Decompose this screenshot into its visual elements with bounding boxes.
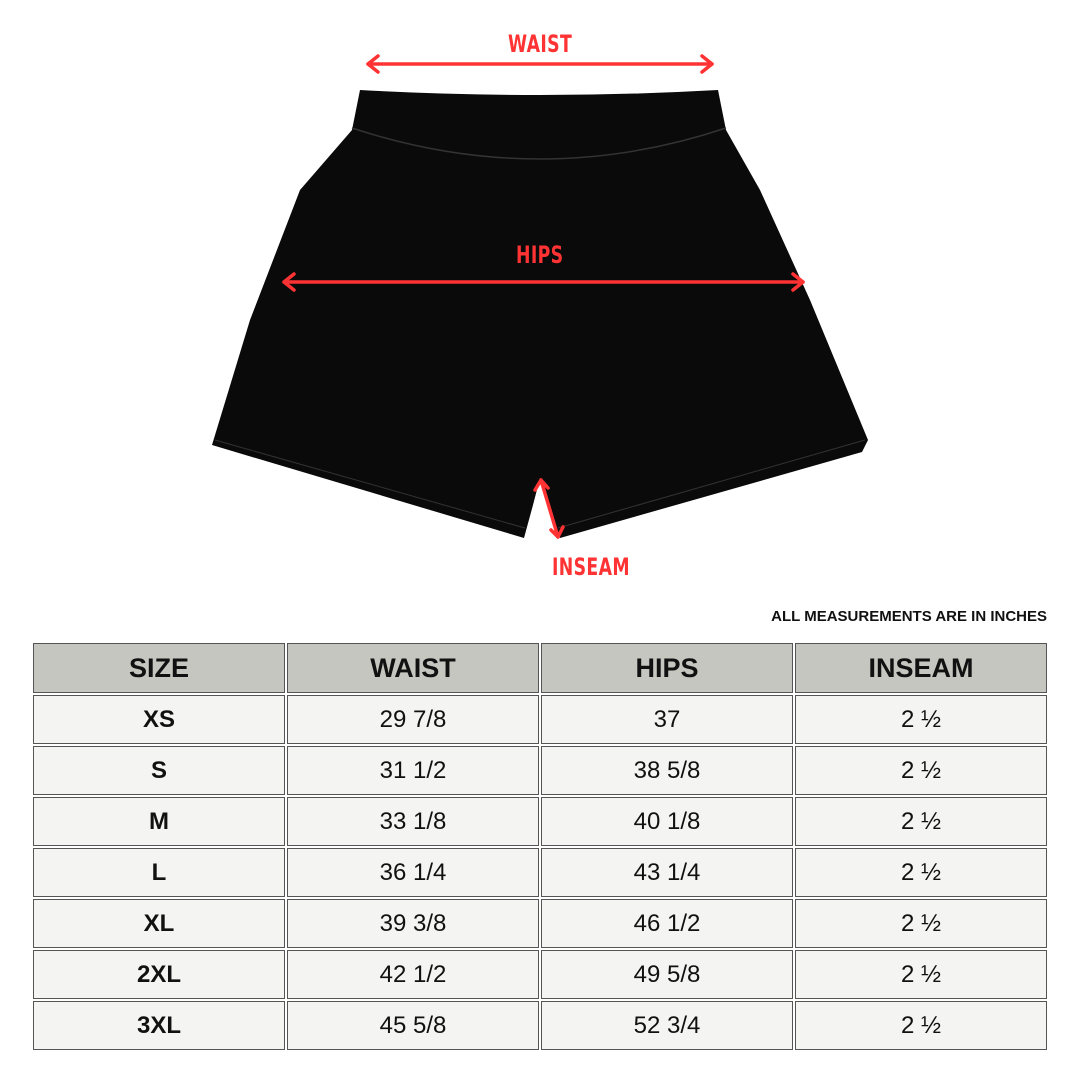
cell-inseam: 2 ½ (795, 848, 1047, 897)
header-size: SIZE (33, 643, 285, 693)
shorts-diagram: WAIST HIPS INSEAM (212, 30, 868, 581)
hem-seam-left (214, 439, 526, 529)
hips-arrow (282, 272, 805, 292)
cell-waist: 29 7/8 (287, 695, 539, 744)
cell-hips: 49 5/8 (541, 950, 793, 999)
inseam-label: INSEAM (552, 553, 630, 581)
cell-size: XS (33, 695, 285, 744)
cell-size: L (33, 848, 285, 897)
cell-size: XL (33, 899, 285, 948)
cell-inseam: 2 ½ (795, 1001, 1047, 1050)
size-table: SIZE WAIST HIPS INSEAM XS 29 7/8 37 2 ½ S 31 … (33, 643, 1047, 1052)
header-inseam: INSEAM (795, 643, 1047, 693)
cell-inseam: 2 ½ (795, 746, 1047, 795)
header-hips: HIPS (541, 643, 793, 693)
cell-inseam: 2 ½ (795, 899, 1047, 948)
cell-inseam: 2 ½ (795, 695, 1047, 744)
hips-label: HIPS (516, 241, 564, 269)
cell-hips: 52 3/4 (541, 1001, 793, 1050)
hem-seam-right (557, 439, 866, 529)
cell-waist: 36 1/4 (287, 848, 539, 897)
cell-size: 2XL (33, 950, 285, 999)
inseam-arrow (533, 478, 565, 539)
shorts-illustration (212, 54, 868, 539)
cell-hips: 40 1/8 (541, 797, 793, 846)
cell-size: M (33, 797, 285, 846)
cell-waist: 39 3/8 (287, 899, 539, 948)
cell-hips: 37 (541, 695, 793, 744)
cell-inseam: 2 ½ (795, 797, 1047, 846)
cell-hips: 38 5/8 (541, 746, 793, 795)
cell-waist: 42 1/2 (287, 950, 539, 999)
waist-label: WAIST (508, 30, 573, 58)
cell-hips: 43 1/4 (541, 848, 793, 897)
shorts-image (212, 90, 868, 538)
cell-size: S (33, 746, 285, 795)
cell-waist: 33 1/8 (287, 797, 539, 846)
units-note: ALL MEASUREMENTS ARE IN INCHES (771, 608, 1047, 625)
cell-waist: 31 1/2 (287, 746, 539, 795)
cell-size: 3XL (33, 1001, 285, 1050)
cell-inseam: 2 ½ (795, 950, 1047, 999)
cell-hips: 46 1/2 (541, 899, 793, 948)
header-waist: WAIST (287, 643, 539, 693)
waist-arrow (366, 54, 714, 74)
cell-waist: 45 5/8 (287, 1001, 539, 1050)
waistband-seam (351, 127, 727, 160)
